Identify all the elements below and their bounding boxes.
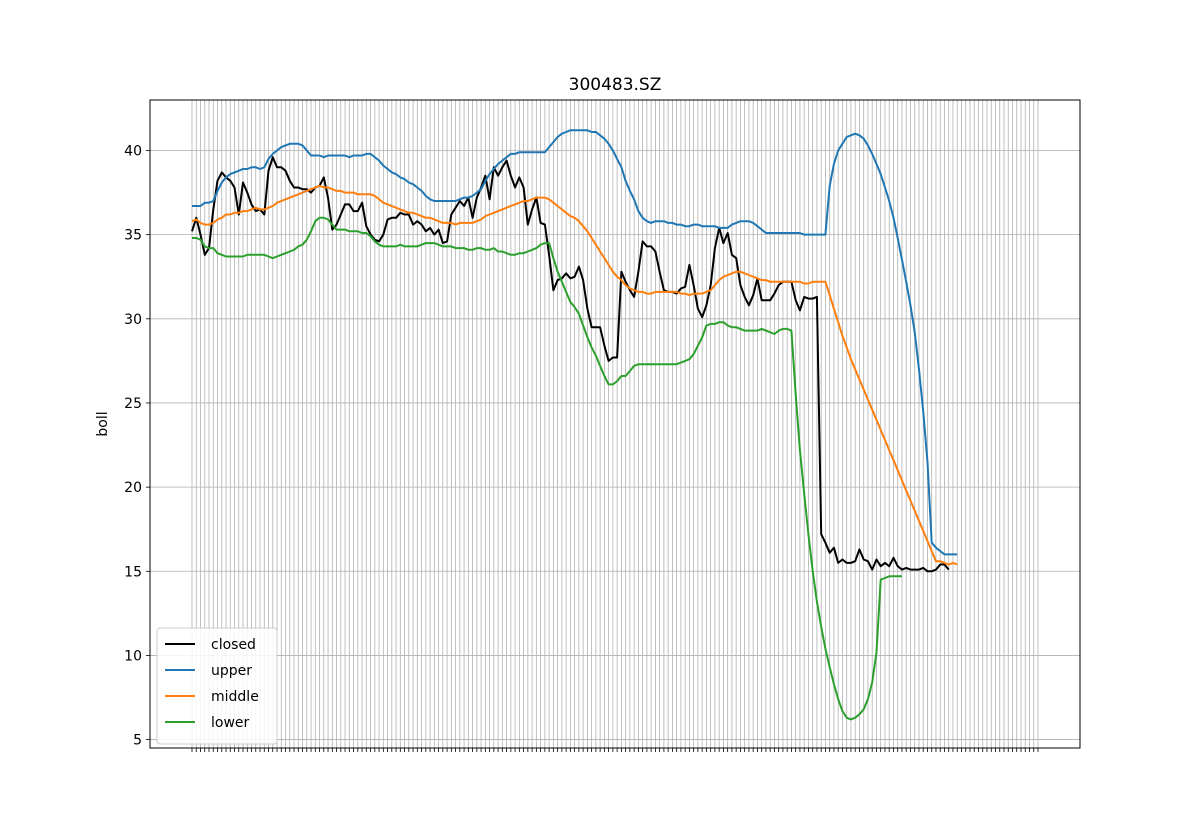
legend-label-upper: upper xyxy=(211,663,252,679)
series-line-middle xyxy=(191,184,958,566)
y-tick-label: 30 xyxy=(124,312,142,328)
legend: closed upper middle lower xyxy=(156,627,278,745)
y-tick-label: 35 xyxy=(124,228,142,244)
y-tick-label: 40 xyxy=(124,143,142,159)
legend-label-closed: closed xyxy=(211,637,256,653)
y-axis-ticks: 5 10 15 20 25 30 35 40 xyxy=(124,143,150,749)
series-line-upper xyxy=(192,129,958,556)
chart-title: 300483.SZ xyxy=(569,75,662,95)
legend-box xyxy=(156,627,278,745)
series-line-lower xyxy=(192,216,902,721)
y-grid-lines xyxy=(150,150,1080,740)
x-axis-ticks xyxy=(191,748,1039,752)
legend-label-lower: lower xyxy=(211,715,250,731)
y-tick-label: 5 xyxy=(133,733,142,749)
plot-area-frame xyxy=(149,99,1081,749)
y-tick-label: 15 xyxy=(124,564,142,580)
legend-label-middle: middle xyxy=(211,689,259,705)
series-layer xyxy=(191,129,958,721)
y-tick-label: 20 xyxy=(124,480,142,496)
y-tick-label: 25 xyxy=(124,396,142,412)
y-axis-label: boll xyxy=(95,411,111,436)
y-tick-label: 10 xyxy=(124,648,142,664)
